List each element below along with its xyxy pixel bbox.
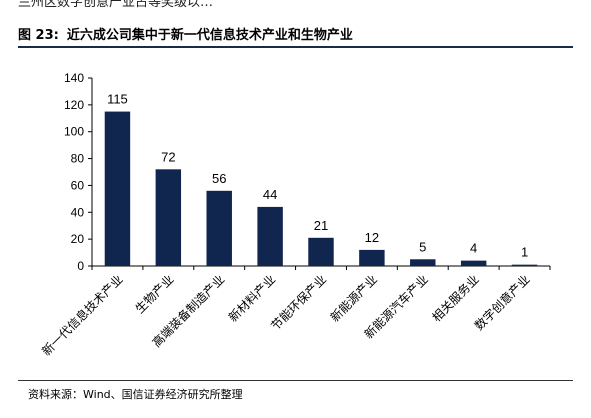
figure-header: 图 23: 近六成公司集中于新一代信息技术产业和生物产业 (18, 24, 573, 43)
bar (257, 206, 283, 266)
source-note: 资料来源：Wind、国信证券经济研究所整理 (28, 388, 243, 401)
bar (460, 260, 487, 266)
y-tick-label: 120 (64, 98, 84, 112)
bar (104, 111, 131, 266)
y-tick-label: 20 (71, 232, 85, 246)
data-label: 56 (212, 171, 226, 186)
data-label: 72 (161, 149, 175, 164)
data-label: 4 (470, 241, 477, 256)
bar (511, 264, 538, 266)
y-tick-label: 60 (71, 178, 85, 192)
x-tick-label: 生物产业 (133, 272, 177, 316)
header-rule (18, 46, 573, 48)
footer-rule (18, 380, 573, 381)
data-label: 21 (314, 218, 328, 233)
bar (155, 169, 182, 266)
previous-text-clip: 兰州区数字创意产业占等奖级以… (18, 0, 214, 10)
x-tick-label: 新一代信息技术产业 (39, 272, 126, 359)
data-label: 1 (521, 245, 528, 260)
figure-title: 近六成公司集中于新一代信息技术产业和生物产业 (66, 28, 353, 43)
bar (206, 190, 232, 266)
figure-label: 图 23: (18, 28, 59, 43)
data-label: 12 (365, 230, 379, 245)
data-label: 44 (263, 187, 277, 202)
y-tick-label: 0 (77, 259, 84, 273)
bar (359, 249, 385, 266)
data-label: 5 (419, 239, 426, 254)
y-tick-label: 40 (71, 205, 85, 219)
data-label: 115 (107, 92, 128, 107)
y-tick-label: 100 (64, 125, 84, 139)
bar (410, 259, 436, 266)
y-tick-label: 80 (71, 152, 85, 166)
x-tick-label: 相关服务业 (429, 272, 482, 325)
y-tick-label: 140 (64, 71, 84, 85)
x-tick-label: 新能源产业 (327, 272, 380, 325)
bar (308, 237, 334, 266)
x-tick-label: 新材料产业 (225, 272, 278, 325)
